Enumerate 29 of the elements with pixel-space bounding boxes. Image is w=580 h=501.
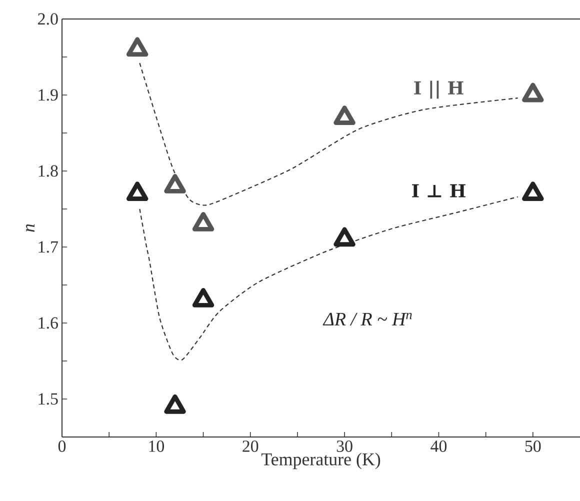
y-tick-label: 1.5 xyxy=(38,393,58,405)
text: I ⊥ H xyxy=(412,184,466,198)
point xyxy=(192,288,214,308)
point xyxy=(522,182,544,202)
point xyxy=(164,174,186,194)
y-tick-label: 1.9 xyxy=(38,89,58,101)
y-axis-title: n xyxy=(26,224,34,232)
x-tick-label: 40 xyxy=(430,440,447,452)
point xyxy=(334,106,356,126)
point xyxy=(164,394,186,414)
point xyxy=(126,37,148,57)
x-tick-label: 20 xyxy=(242,440,258,452)
line-series xyxy=(139,62,518,206)
y-tick-label: 1.7 xyxy=(38,241,58,253)
x-tick-label: 50 xyxy=(525,440,541,452)
x-tick-label: 0 xyxy=(58,440,66,452)
point xyxy=(522,82,544,102)
point xyxy=(334,227,356,247)
y-tick-label: 2.0 xyxy=(38,13,58,25)
annotation: ΔR / R ~ H$^{n}$ xyxy=(322,312,412,326)
point xyxy=(126,182,148,202)
point xyxy=(192,212,214,232)
x-tick-label: 30 xyxy=(336,440,352,452)
x-tick-label: 10 xyxy=(149,440,164,452)
text: I || H xyxy=(414,80,464,99)
y-tick-label: 1.8 xyxy=(38,165,58,177)
y-tick-label: 1.6 xyxy=(38,317,58,329)
x-axis-title: Temperature (K) xyxy=(261,452,380,470)
line-series xyxy=(139,196,518,360)
